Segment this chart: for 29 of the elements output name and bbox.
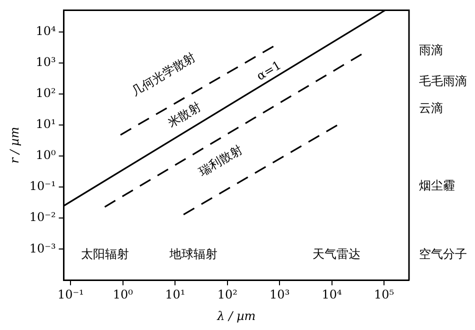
- annotation: α=1: [254, 58, 284, 84]
- annotation: 米散射: [165, 100, 204, 130]
- annotation: 地球辐射: [168, 247, 218, 262]
- x-tick-label: 10⁻¹: [57, 288, 84, 302]
- y-tick-label: 10⁻²: [29, 210, 56, 224]
- text: 烟尘霾: [419, 178, 455, 192]
- text: 雨滴: [419, 42, 443, 57]
- y-tick-label: 10⁻³: [29, 241, 56, 256]
- y-tick-label: 10⁴: [36, 24, 56, 38]
- x-tick-label: 10⁴: [322, 288, 342, 302]
- y-tick-label: 10⁰: [36, 148, 56, 162]
- text: 云滴: [419, 101, 443, 116]
- y-tick-label: 10⁻¹: [29, 179, 56, 194]
- x-axis-title: λ / µm: [216, 308, 256, 323]
- x-tick-label: 10³: [270, 288, 290, 302]
- y-tick-label: 10³: [36, 55, 56, 70]
- annotation: 瑞利散射: [196, 142, 245, 179]
- x-tick-label: 10¹: [165, 288, 186, 302]
- x-tick-label: 10²: [217, 288, 238, 302]
- x-tick-label: 10⁵: [374, 288, 394, 302]
- x-tick-label: 10⁰: [112, 288, 134, 302]
- annotation: 几何光学散射: [128, 50, 198, 99]
- y-tick-label: 10¹: [36, 117, 56, 132]
- y-tick-label: 10²: [36, 86, 56, 100]
- text: 毛毛雨滴: [419, 74, 467, 88]
- text: 空气分子: [419, 247, 467, 262]
- annotation: 太阳辐射: [81, 247, 130, 262]
- y-axis-title: r / µm: [7, 126, 22, 164]
- annotation: 天气雷达: [312, 247, 361, 262]
